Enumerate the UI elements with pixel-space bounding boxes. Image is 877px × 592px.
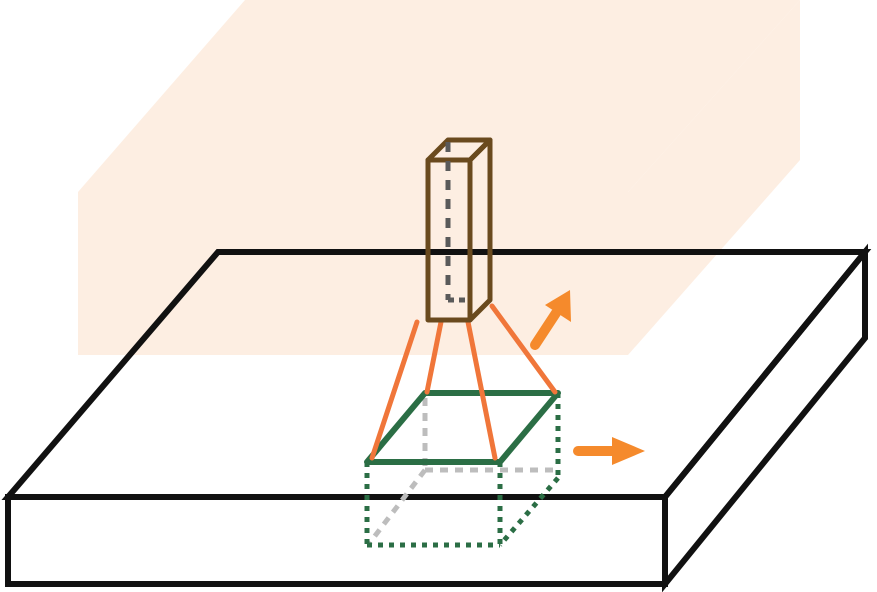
green-dotted-cube (364, 393, 561, 548)
slab-side-face (662, 243, 868, 592)
orange-lines (369, 303, 558, 461)
hidden-edge-bottom-left (366, 468, 427, 547)
shaded-box-side (628, 0, 800, 355)
line-center-left (424, 319, 444, 395)
cube-edge-bottom-right (498, 476, 560, 547)
arrow-up-right-icon (530, 290, 571, 350)
tool-column (425, 137, 493, 323)
shaded-box (78, 0, 800, 355)
slab (1, 243, 872, 592)
line-center-right (465, 319, 498, 461)
shaded-box-top (78, 0, 800, 192)
slab-front-face (5, 494, 668, 587)
line-right (489, 303, 558, 395)
arrow-right-icon (573, 437, 645, 465)
hidden-cube-edges (366, 398, 558, 547)
tool-side-face (467, 137, 493, 323)
green-top-square (364, 390, 561, 465)
line-left (369, 319, 420, 461)
